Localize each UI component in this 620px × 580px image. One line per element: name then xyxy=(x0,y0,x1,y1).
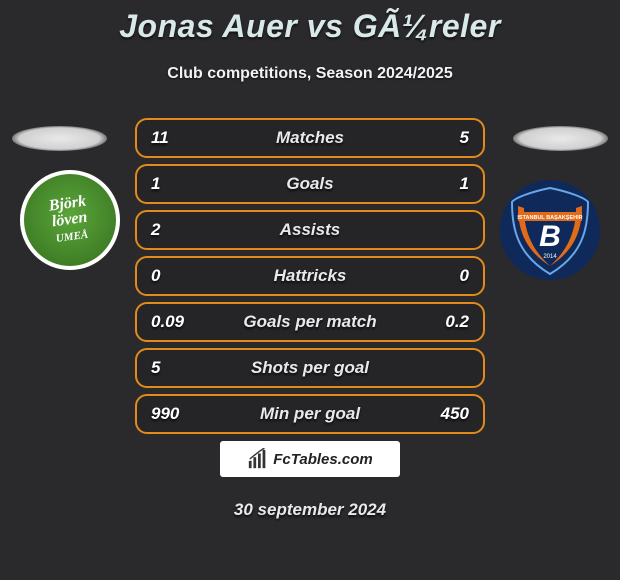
right-club-badge-svg: ISTANBUL BAŞAKŞEHIR B 2014 xyxy=(500,180,600,280)
stat-row: 0 Hattricks 0 xyxy=(135,256,485,296)
stat-right-value: 1 xyxy=(429,174,469,194)
stat-label: Hattricks xyxy=(191,266,429,286)
right-avatar-shadow xyxy=(513,126,608,151)
stat-label: Shots per goal xyxy=(191,358,429,378)
stat-right-value: 450 xyxy=(429,404,469,424)
stat-label: Matches xyxy=(191,128,429,148)
right-club-letter: B xyxy=(539,220,561,253)
stat-left-value: 5 xyxy=(151,358,191,378)
stat-left-value: 0 xyxy=(151,266,191,286)
stat-row: 1 Goals 1 xyxy=(135,164,485,204)
stat-left-value: 990 xyxy=(151,404,191,424)
page-title: Jonas Auer vs GÃ¼reler xyxy=(0,0,620,45)
stat-label: Goals xyxy=(191,174,429,194)
right-club-badge: ISTANBUL BAŞAKŞEHIR B 2014 xyxy=(500,180,600,280)
stat-row: 0.09 Goals per match 0.2 xyxy=(135,302,485,342)
brand-logo[interactable]: FcTables.com xyxy=(220,441,400,477)
left-avatar-shadow xyxy=(12,126,107,151)
svg-text:2014: 2014 xyxy=(543,254,557,260)
left-club-badge: BjörklövenUMEÅ xyxy=(20,170,120,270)
left-club-badge-text: BjörklövenUMEÅ xyxy=(48,194,92,247)
stat-left-value: 0.09 xyxy=(151,312,191,332)
stat-row: 2 Assists xyxy=(135,210,485,250)
footer-date: 30 september 2024 xyxy=(0,500,620,520)
stat-label: Min per goal xyxy=(191,404,429,424)
stat-right-value: 5 xyxy=(429,128,469,148)
stat-left-value: 2 xyxy=(151,220,191,240)
stats-container: 11 Matches 5 1 Goals 1 2 Assists 0 Hattr… xyxy=(135,118,485,440)
page-subtitle: Club competitions, Season 2024/2025 xyxy=(0,65,620,83)
brand-logo-text: FcTables.com xyxy=(273,451,372,468)
stat-left-value: 1 xyxy=(151,174,191,194)
stat-left-value: 11 xyxy=(151,128,191,148)
brand-logo-icon xyxy=(247,448,269,470)
stat-right-value: 0.2 xyxy=(429,312,469,332)
stat-label: Assists xyxy=(191,220,429,240)
stat-row: 990 Min per goal 450 xyxy=(135,394,485,434)
stat-right-value: 0 xyxy=(429,266,469,286)
stat-row: 11 Matches 5 xyxy=(135,118,485,158)
stat-label: Goals per match xyxy=(191,312,429,332)
stat-row: 5 Shots per goal xyxy=(135,348,485,388)
